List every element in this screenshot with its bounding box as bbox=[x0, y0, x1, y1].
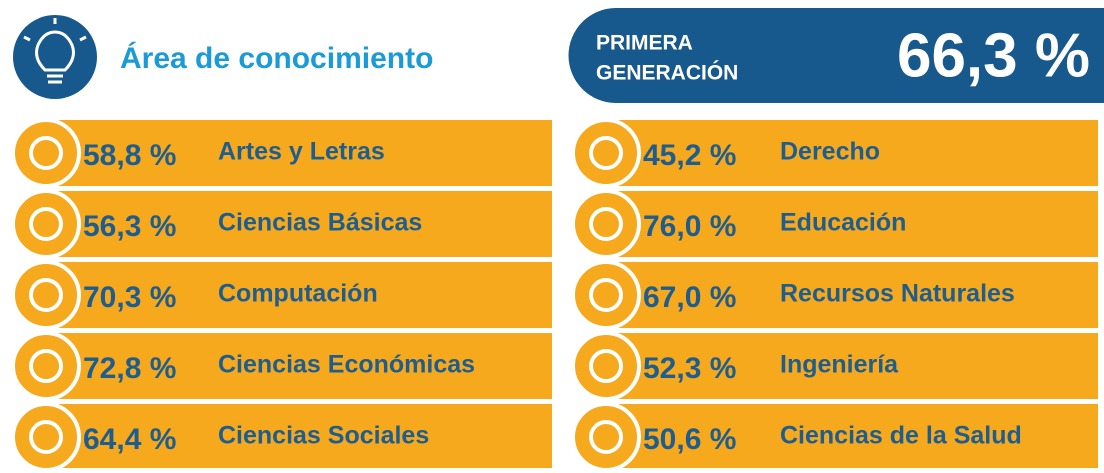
item-percent: 56,3 % bbox=[83, 210, 176, 243]
item-percent: 76,0 % bbox=[643, 210, 736, 243]
item-percent: 45,2 % bbox=[643, 139, 736, 172]
bulb-icon bbox=[13, 15, 97, 99]
item-percent: 58,8 % bbox=[83, 139, 176, 172]
item-icon bbox=[573, 262, 639, 328]
item-icon bbox=[13, 404, 79, 468]
header-title: Área de conocimiento bbox=[120, 41, 433, 75]
item-icon bbox=[573, 333, 639, 399]
item-percent: 52,3 % bbox=[643, 352, 736, 385]
item-percent: 50,6 % bbox=[643, 423, 736, 456]
item-icon bbox=[573, 191, 639, 257]
item-percent: 64,4 % bbox=[83, 423, 176, 456]
item-icon bbox=[573, 404, 639, 468]
item-icon bbox=[13, 262, 79, 328]
item-label: Computación bbox=[218, 280, 378, 308]
badge-label: GENERACIÓN bbox=[596, 61, 738, 85]
item-icon bbox=[13, 333, 79, 399]
item-label: Ciencias Básicas bbox=[218, 209, 422, 237]
item-label: Derecho bbox=[780, 138, 880, 166]
item-icon bbox=[13, 191, 79, 257]
item-label: Ciencias Económicas bbox=[218, 351, 475, 379]
item-percent: 70,3 % bbox=[83, 281, 176, 314]
badge-value: 66,3 % bbox=[897, 21, 1090, 90]
item-label: Ciencias de la Salud bbox=[780, 422, 1022, 450]
item-label: Ingeniería bbox=[780, 351, 899, 379]
badge-label: PRIMERA bbox=[596, 32, 693, 55]
item-percent: 72,8 % bbox=[83, 352, 176, 385]
item-label: Recursos Naturales bbox=[780, 280, 1015, 308]
item-icon bbox=[573, 120, 639, 186]
item-icon bbox=[13, 120, 79, 186]
item-label: Educación bbox=[780, 209, 906, 237]
item-label: Artes y Letras bbox=[218, 138, 385, 166]
item-percent: 67,0 % bbox=[643, 281, 736, 314]
item-label: Ciencias Sociales bbox=[218, 422, 429, 450]
